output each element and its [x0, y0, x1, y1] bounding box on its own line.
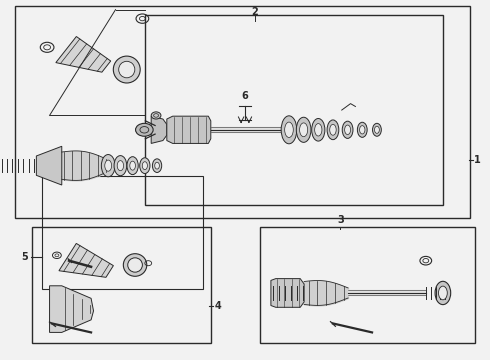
Ellipse shape	[330, 124, 336, 135]
Ellipse shape	[281, 116, 297, 144]
Text: 5: 5	[21, 252, 27, 262]
Ellipse shape	[344, 125, 350, 135]
Polygon shape	[271, 279, 304, 307]
Ellipse shape	[372, 123, 381, 136]
Text: 3: 3	[337, 215, 343, 225]
Ellipse shape	[123, 254, 147, 276]
Polygon shape	[36, 146, 62, 185]
Ellipse shape	[327, 120, 339, 140]
Ellipse shape	[285, 122, 294, 138]
Ellipse shape	[435, 281, 451, 305]
Ellipse shape	[374, 126, 379, 133]
Bar	[15, 6, 470, 218]
Circle shape	[136, 123, 153, 136]
Bar	[260, 226, 475, 343]
Ellipse shape	[105, 160, 112, 171]
Text: 2: 2	[251, 7, 258, 17]
Polygon shape	[56, 36, 111, 72]
Ellipse shape	[101, 154, 115, 177]
Polygon shape	[59, 243, 113, 277]
Circle shape	[151, 112, 161, 119]
Ellipse shape	[152, 159, 162, 172]
Ellipse shape	[360, 126, 365, 134]
Text: 4: 4	[214, 301, 221, 311]
Ellipse shape	[128, 258, 143, 272]
Text: 1: 1	[474, 155, 480, 165]
Polygon shape	[167, 116, 211, 143]
Ellipse shape	[113, 56, 140, 83]
Ellipse shape	[130, 161, 135, 170]
Text: 6: 6	[242, 91, 248, 101]
Ellipse shape	[142, 162, 147, 170]
Ellipse shape	[357, 122, 367, 137]
Ellipse shape	[299, 123, 308, 137]
Ellipse shape	[315, 123, 322, 136]
Ellipse shape	[114, 156, 127, 176]
Bar	[32, 226, 211, 343]
Ellipse shape	[119, 61, 135, 78]
Ellipse shape	[117, 161, 123, 171]
Ellipse shape	[140, 158, 150, 174]
Ellipse shape	[342, 121, 353, 138]
Ellipse shape	[296, 117, 311, 142]
Ellipse shape	[155, 162, 159, 169]
Ellipse shape	[312, 118, 325, 141]
Bar	[42, 176, 203, 289]
Polygon shape	[151, 116, 167, 143]
Polygon shape	[49, 286, 94, 332]
Bar	[145, 15, 443, 205]
Ellipse shape	[439, 286, 447, 300]
Ellipse shape	[127, 157, 138, 175]
